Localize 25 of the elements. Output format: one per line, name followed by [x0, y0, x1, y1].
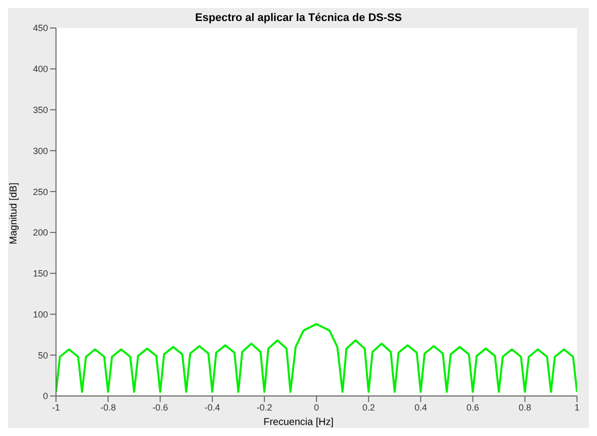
- y-tick-label: 150: [32, 268, 48, 279]
- x-tick-label: 0.6: [466, 402, 480, 412]
- y-tick-label: 100: [32, 309, 48, 320]
- x-axis-title: Frecuencia [Hz]: [262, 417, 335, 428]
- x-tick-label: 1: [574, 402, 580, 412]
- x-tick-label: 0.2: [362, 402, 375, 412]
- y-axis-title: Magnitud [dB]: [8, 182, 20, 246]
- y-tick-label: 450: [32, 23, 48, 34]
- x-tick-label: -0.6: [152, 402, 168, 412]
- y-tick-label: 300: [32, 146, 48, 156]
- x-tick-label: -0.2: [256, 402, 272, 412]
- x-tick-label: 0: [314, 402, 320, 412]
- y-tick-label: 250: [32, 186, 48, 197]
- y-tick-label: 400: [32, 64, 48, 74]
- x-tick-label: -0.4: [204, 402, 220, 412]
- chart-title: Espectro al aplicar la Técnica de DS-SS: [194, 12, 403, 24]
- y-tick-label: 50: [38, 350, 48, 360]
- line-series: [56, 323, 577, 393]
- x-tick-label: 0.8: [518, 402, 532, 412]
- x-tick-label: -0.8: [100, 402, 116, 412]
- y-tick-label: 350: [32, 104, 48, 115]
- y-tick-label: 200: [32, 228, 48, 238]
- y-tick-label: 0: [42, 391, 48, 402]
- x-tick-label: 0.4: [414, 402, 427, 412]
- x-tick-label: -1: [52, 402, 60, 412]
